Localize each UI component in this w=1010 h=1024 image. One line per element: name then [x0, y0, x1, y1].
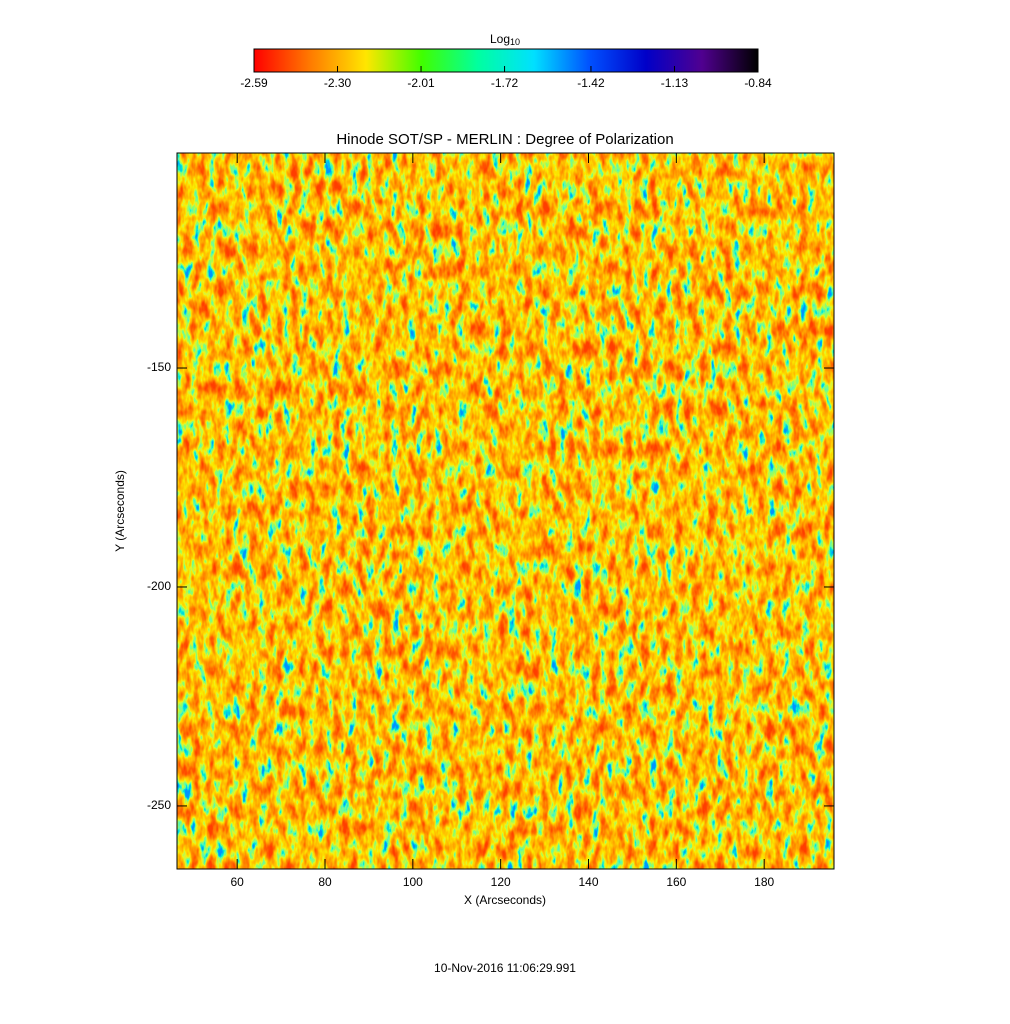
colorbar — [253, 48, 759, 73]
chart-title: Hinode SOT/SP - MERLIN : Degree of Polar… — [336, 131, 673, 148]
colorbar-label-main: Log — [490, 32, 510, 46]
y-tick-label: -150 — [147, 360, 171, 374]
x-tick-label: 120 — [491, 875, 511, 889]
colorbar-tick-label: -1.72 — [491, 76, 519, 90]
colorbar-tick-label: -1.42 — [577, 76, 605, 90]
x-tick-label: 140 — [578, 875, 598, 889]
y-axis-label: Y (Arcseconds) — [113, 470, 127, 552]
colorbar-tick-label: -0.84 — [744, 76, 772, 90]
x-tick-label: 100 — [403, 875, 423, 889]
colorbar-tick-label: -2.01 — [407, 76, 435, 90]
y-tick-label: -200 — [147, 579, 171, 593]
y-tick-label: -250 — [147, 798, 171, 812]
colorbar-tick-label: -1.13 — [661, 76, 689, 90]
x-tick-label: 180 — [754, 875, 774, 889]
colorbar-label-sub: 10 — [510, 37, 520, 47]
timestamp: 10-Nov-2016 11:06:29.991 — [434, 961, 576, 975]
plot-frame — [176, 152, 835, 870]
x-axis-label: X (Arcseconds) — [464, 893, 546, 907]
heatmap-image — [177, 153, 834, 869]
x-tick-label: 60 — [230, 875, 244, 889]
x-tick-label: 160 — [666, 875, 686, 889]
x-tick-label: 80 — [318, 875, 332, 889]
colorbar-tick-label: -2.59 — [240, 76, 268, 90]
colorbar-tick-label: -2.30 — [324, 76, 352, 90]
colorbar-label: Log10 — [490, 32, 520, 47]
